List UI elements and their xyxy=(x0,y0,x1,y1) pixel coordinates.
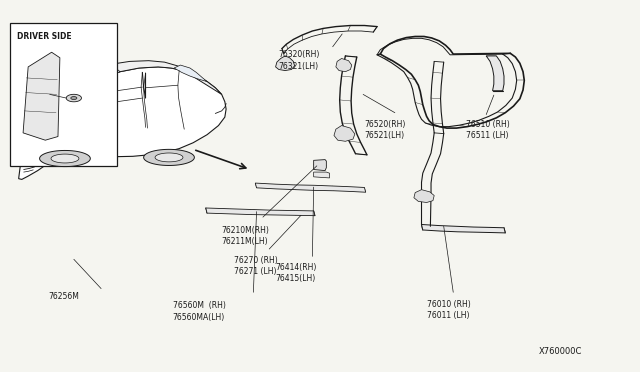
Text: DRIVER SIDE: DRIVER SIDE xyxy=(17,32,72,41)
Bar xyxy=(10,23,117,166)
Text: 76270 (RH)
76271 (LH): 76270 (RH) 76271 (LH) xyxy=(234,256,278,276)
Polygon shape xyxy=(486,56,504,91)
Polygon shape xyxy=(206,208,315,216)
Text: 76320(RH)
76321(LH): 76320(RH) 76321(LH) xyxy=(279,51,320,71)
Text: 76560M  (RH)
76560MA(LH): 76560M (RH) 76560MA(LH) xyxy=(173,301,226,321)
Polygon shape xyxy=(51,154,79,163)
Polygon shape xyxy=(40,150,90,167)
Polygon shape xyxy=(336,58,352,72)
Polygon shape xyxy=(23,52,60,140)
Polygon shape xyxy=(422,224,505,233)
Text: 76256M: 76256M xyxy=(49,292,79,301)
Text: 76414(RH)
76415(LH): 76414(RH) 76415(LH) xyxy=(276,263,317,283)
Polygon shape xyxy=(143,150,195,166)
Polygon shape xyxy=(69,61,221,95)
Text: 76210M(RH)
76211M(LH): 76210M(RH) 76211M(LH) xyxy=(221,226,269,246)
Text: 76010 (RH)
76011 (LH): 76010 (RH) 76011 (LH) xyxy=(427,299,470,320)
Text: 76510 (RH)
76511 (LH): 76510 (RH) 76511 (LH) xyxy=(466,120,509,140)
Polygon shape xyxy=(276,56,294,71)
Polygon shape xyxy=(77,64,120,91)
Polygon shape xyxy=(334,125,355,141)
Text: X760000C: X760000C xyxy=(539,347,582,356)
Polygon shape xyxy=(71,97,77,100)
Polygon shape xyxy=(19,67,226,179)
Polygon shape xyxy=(314,172,330,178)
Polygon shape xyxy=(414,190,434,202)
Polygon shape xyxy=(155,153,183,162)
Polygon shape xyxy=(255,183,365,192)
Polygon shape xyxy=(174,65,207,81)
Text: 76520(RH)
76521(LH): 76520(RH) 76521(LH) xyxy=(364,120,406,140)
Polygon shape xyxy=(66,94,81,102)
Polygon shape xyxy=(314,160,326,171)
